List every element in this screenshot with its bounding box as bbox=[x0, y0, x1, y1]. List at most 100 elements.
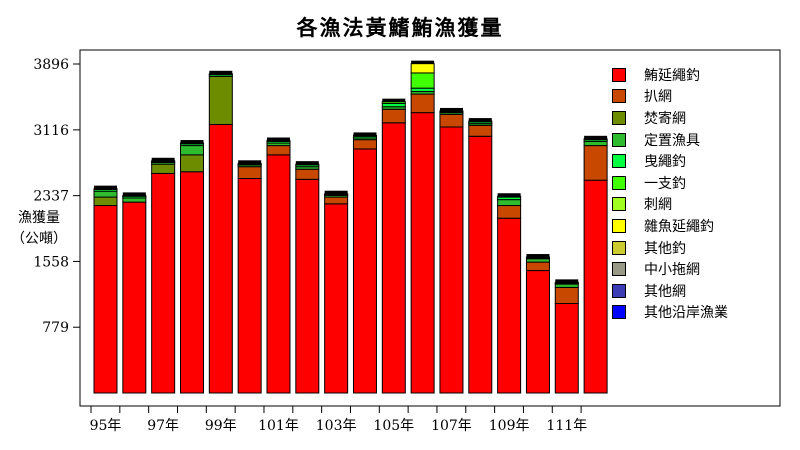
bar-top-cap bbox=[238, 160, 262, 164]
bar-segment-105年-鮪延繩釣 bbox=[381, 122, 406, 394]
bar-segment-97年-鮪延繩釣 bbox=[151, 172, 176, 394]
bar-segment-95年-一支釣 bbox=[93, 188, 118, 190]
legend-swatch bbox=[612, 67, 626, 82]
bar-segment-106年-鮪延繩釣 bbox=[410, 112, 435, 394]
bar-segment-106年-雜魚延繩釣 bbox=[410, 63, 435, 74]
legend-item: 其他沿岸漁業 bbox=[612, 302, 792, 324]
x-tick-label: 103年 bbox=[316, 418, 357, 434]
bar-segment-111年-鮪延繩釣 bbox=[554, 302, 579, 394]
bar-segment-98年-定置漁具 bbox=[179, 145, 204, 156]
bar-segment-100年-扒網 bbox=[237, 166, 262, 180]
bar-segment-96年-一支釣 bbox=[122, 194, 147, 197]
legend-item: 鮪延繩釣 bbox=[612, 64, 792, 86]
y-axis-label-line-1: 漁獲量 bbox=[18, 210, 60, 226]
bar-segment-102年-扒網 bbox=[295, 168, 320, 180]
bar-segment-112年-鮪延繩釣 bbox=[583, 179, 608, 394]
bar-segment-108年-一支釣 bbox=[468, 120, 493, 123]
bar-top-cap bbox=[497, 193, 521, 197]
legend-swatch bbox=[612, 305, 626, 320]
bar-segment-112年-定置漁具 bbox=[583, 140, 608, 147]
bar-segment-98年-鮪延繩釣 bbox=[179, 171, 204, 394]
bar-top-cap bbox=[295, 161, 319, 165]
y-tick-label: 1558 bbox=[33, 254, 69, 270]
bar-segment-106年-扒網 bbox=[410, 93, 435, 114]
legend-swatch bbox=[612, 110, 626, 125]
bar-segment-109年-定置漁具 bbox=[497, 199, 522, 207]
bar-top-cap bbox=[526, 254, 550, 258]
bar-segment-111年-扒網 bbox=[554, 286, 579, 304]
bar-segment-102年-鮪延繩釣 bbox=[295, 178, 320, 394]
bar-segment-109年-扒網 bbox=[497, 205, 522, 219]
bar-segment-110年-定置漁具 bbox=[525, 258, 550, 263]
y-tick-label: 779 bbox=[42, 320, 69, 336]
bar-segment-99年-焚寄網 bbox=[208, 75, 233, 125]
bar-segment-95年-定置漁具 bbox=[93, 190, 118, 198]
bar-segment-97年-焚寄網 bbox=[151, 163, 176, 174]
x-tick-label: 97年 bbox=[147, 418, 179, 434]
legend-swatch bbox=[612, 175, 626, 190]
bar-segment-100年-一支釣 bbox=[237, 162, 262, 165]
bars-group bbox=[93, 60, 608, 394]
bar-segment-96年-定置漁具 bbox=[122, 197, 147, 203]
legend-label: 雜魚延繩釣 bbox=[644, 218, 714, 235]
bar-segment-101年-一支釣 bbox=[266, 140, 291, 142]
legend-label: 扒網 bbox=[644, 89, 672, 106]
bar-segment-104年-扒網 bbox=[352, 139, 377, 150]
legend: 鮪延繩釣 扒網 焚寄網 定置漁具 曳繩釣 一支釣 刺網 雜魚延繩釣 其他釣 中小拖網 其他網 其他沿岸… bbox=[612, 64, 792, 323]
y-axis-label: 漁獲量 （公噸） bbox=[6, 208, 72, 250]
legend-item: 雜魚延繩釣 bbox=[612, 215, 792, 237]
bar-top-cap bbox=[324, 190, 348, 194]
chart-title: 各漁法黃鰭鮪漁獲量 bbox=[296, 15, 504, 40]
bar-segment-111年-一支釣 bbox=[554, 281, 579, 284]
bar-segment-106年-一支釣 bbox=[410, 72, 435, 89]
bar-segment-109年-一支釣 bbox=[497, 195, 522, 198]
legend-swatch bbox=[612, 197, 626, 212]
x-tick-label: 95年 bbox=[90, 418, 122, 434]
bar-segment-111年-定置漁具 bbox=[554, 283, 579, 288]
bar-segment-100年-鮪延繩釣 bbox=[237, 178, 262, 394]
bar-top-cap bbox=[584, 135, 608, 139]
bar-top-cap bbox=[122, 192, 146, 196]
bar-segment-98年-焚寄網 bbox=[179, 154, 204, 173]
legend-item: 曳繩釣 bbox=[612, 150, 792, 172]
y-tick-label: 2337 bbox=[33, 189, 69, 205]
legend-label: 曳繩釣 bbox=[644, 154, 686, 171]
bar-top-cap bbox=[411, 60, 435, 64]
bar-segment-95年-鮪延繩釣 bbox=[93, 205, 118, 394]
x-tick-label: 99年 bbox=[205, 418, 237, 434]
bar-segment-103年-鮪延繩釣 bbox=[324, 203, 349, 394]
legend-swatch bbox=[612, 218, 626, 233]
bar-segment-99年-一支釣 bbox=[208, 73, 233, 76]
legend-item: 中小拖網 bbox=[612, 258, 792, 280]
legend-label: 一支釣 bbox=[644, 175, 686, 192]
legend-swatch bbox=[612, 283, 626, 298]
bar-segment-97年-一支釣 bbox=[151, 160, 176, 163]
legend-label: 刺網 bbox=[644, 197, 672, 214]
bar-segment-107年-鮪延繩釣 bbox=[439, 126, 464, 394]
legend-swatch bbox=[612, 154, 626, 169]
bar-segment-107年-一支釣 bbox=[439, 110, 464, 113]
legend-item: 其他釣 bbox=[612, 237, 792, 259]
bar-top-cap bbox=[151, 157, 175, 161]
bar-segment-105年-曳繩釣 bbox=[381, 102, 406, 108]
legend-swatch bbox=[612, 89, 626, 104]
x-tick-label: 101年 bbox=[258, 418, 299, 434]
y-tick-label: 3896 bbox=[33, 57, 69, 73]
bar-segment-104年-一支釣 bbox=[352, 134, 377, 137]
x-tick-label: 109年 bbox=[489, 418, 530, 434]
legend-item: 扒網 bbox=[612, 86, 792, 108]
x-axis: 95年 97年 99年 101年 103年 105年 107年 109年 111年 bbox=[90, 406, 587, 434]
bar-segment-99年-鮪延繩釣 bbox=[208, 123, 233, 394]
bar-segment-107年-扒網 bbox=[439, 113, 464, 128]
legend-swatch bbox=[612, 262, 626, 277]
legend-item: 刺網 bbox=[612, 194, 792, 216]
legend-item: 一支釣 bbox=[612, 172, 792, 194]
legend-label: 定置漁具 bbox=[644, 132, 700, 149]
bar-segment-104年-鮪延繩釣 bbox=[352, 148, 377, 394]
x-tick-label: 111年 bbox=[546, 418, 587, 434]
bar-segment-105年-一支釣 bbox=[381, 101, 406, 104]
bar-top-cap bbox=[468, 118, 492, 122]
bar-top-cap bbox=[94, 185, 117, 189]
legend-swatch bbox=[612, 240, 626, 255]
